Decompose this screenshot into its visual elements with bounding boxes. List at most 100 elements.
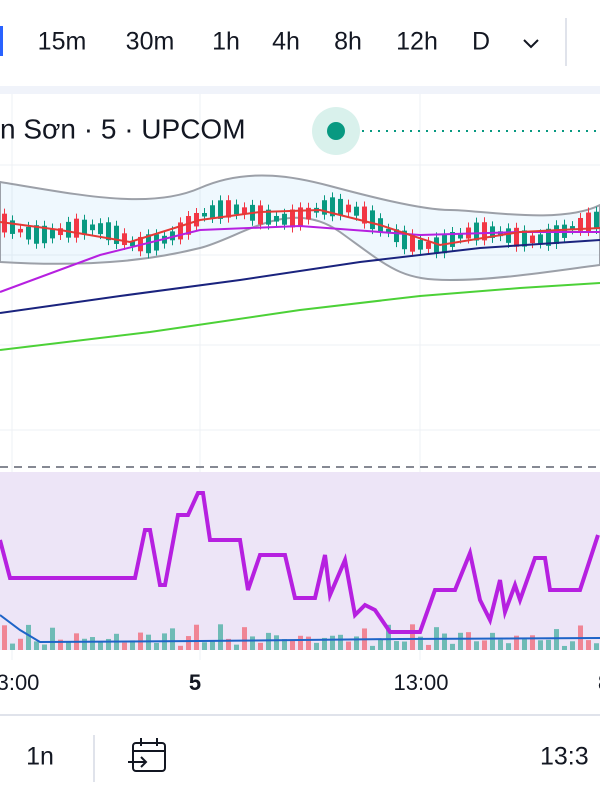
timeframes: 15m 30m 1h 4h 8h 12h D xyxy=(38,28,490,56)
volume-bar xyxy=(506,643,511,650)
time-label: 3:00 xyxy=(0,670,39,695)
candle-body xyxy=(362,206,367,224)
volume-bar xyxy=(298,635,303,650)
candle-body xyxy=(346,204,351,213)
candle-body xyxy=(554,225,559,245)
separator xyxy=(0,86,600,94)
candle-body xyxy=(450,232,455,247)
volume-bar xyxy=(274,635,279,650)
timeframe[interactable]: 15m xyxy=(38,28,87,56)
volume-bar xyxy=(90,637,95,650)
candle-body xyxy=(266,209,271,225)
candle-body xyxy=(282,213,287,225)
volume-bar xyxy=(474,641,479,650)
volume-bar xyxy=(130,640,135,650)
timeframe[interactable]: 12h xyxy=(396,28,438,56)
timeframe[interactable]: 8h xyxy=(334,28,362,56)
candle-body xyxy=(122,233,127,246)
candle-body xyxy=(34,225,39,244)
candle-body xyxy=(514,227,519,247)
candle-body xyxy=(330,197,335,217)
candle-body xyxy=(50,228,55,239)
volume-bar xyxy=(122,642,127,650)
timeframe[interactable]: D xyxy=(472,28,490,56)
candle-body xyxy=(306,207,311,220)
candle-body xyxy=(578,217,583,231)
calendar-icon[interactable] xyxy=(128,738,166,772)
candle-body xyxy=(418,239,423,250)
candle-body xyxy=(410,234,415,252)
volume-bar xyxy=(226,638,231,650)
time-label: 8 xyxy=(598,670,600,695)
volume-bar xyxy=(466,632,471,650)
candle-body xyxy=(370,210,375,230)
candle-body xyxy=(458,233,463,239)
candle-body xyxy=(474,222,479,241)
timeframe[interactable]: 4h xyxy=(272,28,300,56)
volume-bar xyxy=(418,636,423,650)
volume-bar xyxy=(530,635,535,650)
range-button[interactable]: 1n xyxy=(26,743,54,771)
chevron[interactable] xyxy=(523,39,539,49)
candle-body xyxy=(74,218,79,238)
candle-body xyxy=(202,213,207,217)
candle-body xyxy=(42,225,47,244)
candle-body xyxy=(90,224,95,231)
candle-body xyxy=(594,211,599,230)
candle-body xyxy=(570,226,575,230)
candle-body xyxy=(258,205,263,225)
volume-bar xyxy=(450,643,455,650)
volume-bar xyxy=(386,624,391,650)
status-dot[interactable] xyxy=(327,122,345,140)
candle-body xyxy=(194,212,199,227)
volume-bar xyxy=(322,637,327,650)
oscillator-line xyxy=(0,491,600,634)
candle-body xyxy=(130,241,135,247)
legend: n Sơn · 5 · UPCOM xyxy=(0,113,246,144)
active-marker xyxy=(0,26,3,56)
volume-bar xyxy=(498,639,503,650)
volume-bar xyxy=(330,635,335,650)
volume-bar xyxy=(26,624,31,650)
candle-body xyxy=(498,231,503,237)
candle-body xyxy=(242,207,247,215)
candle-body xyxy=(530,235,535,244)
volume-bar xyxy=(170,628,175,650)
volume-bar xyxy=(282,639,287,650)
volume-ma xyxy=(0,614,600,644)
volume-bar xyxy=(354,636,359,650)
volume-bar xyxy=(258,642,263,650)
volume-bar xyxy=(202,642,207,650)
volume-bar xyxy=(178,645,183,650)
candle-body xyxy=(226,200,231,218)
ma-navy xyxy=(0,239,600,314)
volume-bar xyxy=(58,639,63,650)
volume-bar xyxy=(66,641,71,650)
volume-bar xyxy=(458,632,463,650)
volume-bar xyxy=(210,640,215,650)
candle-body xyxy=(274,215,279,222)
volume-bar xyxy=(234,644,239,650)
volume-bar xyxy=(426,644,431,650)
volume-bar xyxy=(98,640,103,650)
candle-body xyxy=(426,241,431,249)
candle-body xyxy=(338,198,343,216)
candle-body xyxy=(170,231,175,241)
candle-body xyxy=(66,221,71,238)
timeframe[interactable]: 1h xyxy=(212,28,240,56)
volume-bar xyxy=(242,627,247,650)
volume-bar xyxy=(250,636,255,650)
volume-bar xyxy=(514,635,519,650)
volume-bar xyxy=(490,632,495,650)
volume-bar xyxy=(554,629,559,650)
candle-body xyxy=(186,216,191,235)
candle-body xyxy=(434,237,439,254)
volume-bar xyxy=(186,636,191,650)
timeframe[interactable]: 30m xyxy=(126,28,175,56)
volume-bar xyxy=(10,643,15,650)
volume-bar xyxy=(410,624,415,650)
candle-body xyxy=(154,234,159,251)
candle-body xyxy=(10,220,15,234)
volume-bar xyxy=(442,633,447,650)
